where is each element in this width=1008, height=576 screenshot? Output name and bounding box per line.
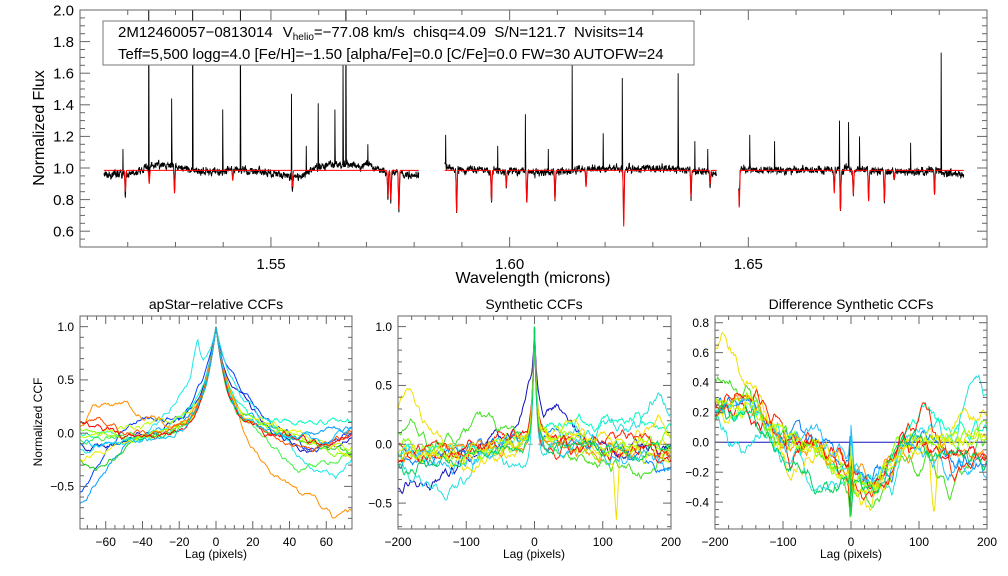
y-tick-label: −0.5	[368, 496, 392, 510]
x-tick-label: 1.60	[495, 256, 524, 273]
model-spectrum-chip-3	[738, 169, 964, 211]
x-tick-label: 60	[320, 535, 334, 549]
ccf-series-13	[80, 326, 352, 446]
ccf-series-1	[80, 326, 352, 453]
observed-spectrum-chip-3	[738, 52, 965, 211]
x-tick-label: −40	[132, 535, 153, 549]
axes-panel-2: −200 −100 0 100 200 −0.5 0.0 0.5 1.0	[368, 315, 681, 549]
y-tick-label: 1.2	[53, 129, 74, 146]
ccf-panel-1	[80, 326, 352, 519]
axes-panel-0: 1.55 1.60 1.65 0.6 0.8 1.0 1.2 1.4 1.6 1.8 2.0	[53, 2, 988, 273]
info-line-1: 2M12460057−0813014 Vhelio=−77.08 km/s chi…	[118, 24, 644, 43]
y-tick-label: 0.0	[57, 426, 74, 440]
x-tick-label: −200	[384, 535, 411, 549]
x-tick-label: 100	[593, 535, 613, 549]
v-subscript: helio	[293, 32, 315, 43]
x-tick-label: −60	[96, 535, 117, 549]
panel3-xlabel: Lag (pixels)	[820, 547, 882, 561]
info-line-2: Teff=5,500 logg=4.0 [Fe/H]=−1.50 [alpha/…	[118, 46, 664, 63]
plot-data-layer	[80, 10, 987, 520]
observed-spectrum-chip-1	[103, 10, 420, 213]
ccf-series-3	[398, 326, 671, 501]
plot-frame	[79, 315, 353, 530]
info-line-1-rest: =−77.08 km/s chisq=4.09 S/N=121.7 Nvisit…	[314, 24, 644, 41]
x-tick-label: 100	[909, 535, 929, 549]
x-tick-label: −20	[169, 535, 190, 549]
axes-panel-3: −200 −100 0 100 200 −0.4 −0.2 0.0 0.2 0.4 0.6 0.8	[685, 315, 997, 549]
y-tick-label: 1.0	[375, 320, 392, 334]
observed-spectrum-chip-2	[444, 65, 718, 219]
y-tick-label: 0.6	[692, 346, 709, 360]
ccf-series-3	[80, 326, 352, 505]
panel1-title: apStar−relative CCFs	[149, 296, 283, 312]
star-id: 2M12460057−0813014	[118, 24, 273, 41]
y-tick-label: 0.0	[375, 437, 392, 451]
ccf-series-14	[715, 403, 987, 517]
main-xlabel: Wavelength (microns)	[455, 270, 610, 287]
axes-layer: 1.55 1.60 1.650.60.81.01.21.41.61.82.0−60−…	[50, 2, 997, 549]
ccf-panel-3	[715, 331, 987, 518]
y-tick-label: 0.0	[692, 436, 709, 450]
x-tick-label: 20	[246, 535, 260, 549]
v-symbol: V	[283, 24, 293, 41]
y-tick-label: 0.2	[692, 406, 709, 420]
y-tick-label: 1.0	[53, 160, 74, 177]
x-tick-label: 0	[213, 535, 220, 549]
ccf-series-5	[80, 326, 352, 441]
y-tick-label: −0.4	[685, 495, 709, 509]
ccf-series-11	[80, 326, 352, 519]
x-tick-label: 0	[848, 535, 855, 549]
axes-panel-1: −60 −40 −20 0 20 40 60 −0.5 0.0 0.5 1.0	[50, 315, 353, 549]
y-tick-label: 0.5	[57, 373, 74, 387]
y-tick-label: 0.6	[53, 223, 74, 240]
ccf-series-13	[715, 392, 987, 497]
x-tick-label: −200	[701, 535, 728, 549]
x-tick-label: 200	[977, 535, 997, 549]
y-tick-label: 0.8	[53, 192, 74, 209]
model-spectrum-chip-2	[444, 169, 717, 227]
x-tick-label: 1.55	[256, 256, 285, 273]
x-tick-label: −100	[769, 535, 796, 549]
main-ylabel: Normalized Flux	[31, 70, 48, 186]
y-tick-label: 0.4	[692, 376, 709, 390]
y-tick-label: 0.8	[692, 316, 709, 330]
panel2-title: Synthetic CCFs	[485, 296, 582, 312]
x-tick-label: 40	[283, 535, 297, 549]
ccf-series-10	[80, 326, 352, 463]
y-tick-label: 1.6	[53, 65, 74, 82]
panel1-ylabel: Normalized CCF	[31, 378, 45, 467]
ccf-series-2	[80, 326, 352, 493]
y-tick-label: −0.2	[685, 465, 709, 479]
x-tick-label: −100	[453, 535, 480, 549]
y-tick-label: 1.8	[53, 34, 74, 51]
ccf-series-5	[398, 326, 671, 480]
info-box-frame	[102, 20, 695, 66]
ccf-panel-2	[398, 326, 671, 520]
ccf-series-14	[398, 326, 671, 476]
x-tick-label: 200	[661, 535, 681, 549]
model-spectrum-chip-1	[103, 169, 419, 210]
panel3-title: Difference Synthetic CCFs	[769, 296, 934, 312]
y-tick-label: 1.0	[57, 320, 74, 334]
info-box: 2M12460057−0813014 Vhelio=−77.08 km/s chi…	[102, 20, 695, 66]
ccf-series-14	[80, 326, 352, 448]
y-tick-label: 1.4	[53, 97, 74, 114]
panel1-xlabel: Lag (pixels)	[185, 547, 247, 561]
y-tick-label: 2.0	[53, 2, 74, 19]
spectrum-panel	[103, 10, 965, 227]
x-tick-label: 0	[531, 535, 538, 549]
y-tick-label: −0.5	[50, 480, 74, 494]
y-tick-label: 0.5	[375, 379, 392, 393]
ccf-series-4	[80, 326, 352, 480]
x-tick-label: 1.65	[734, 256, 763, 273]
panel2-xlabel: Lag (pixels)	[503, 547, 565, 561]
